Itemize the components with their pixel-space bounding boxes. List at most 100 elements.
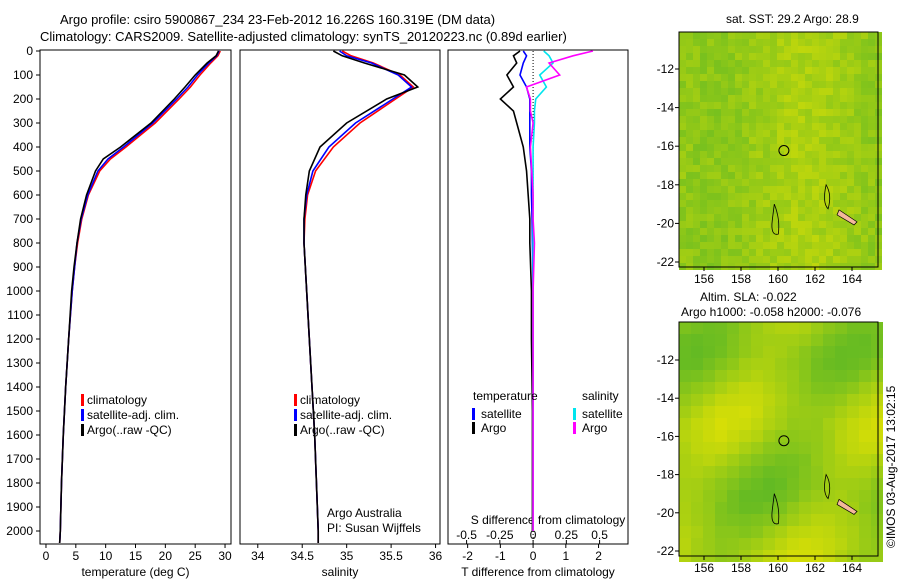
map-cell — [835, 370, 847, 382]
map-cell — [714, 158, 721, 165]
map-cell — [735, 46, 742, 53]
map-cell — [707, 242, 714, 249]
map-cell — [751, 466, 763, 478]
map-cell — [868, 221, 875, 228]
map-cell — [787, 370, 799, 382]
map-cell — [784, 256, 791, 263]
map-cell — [787, 514, 799, 526]
y-tick-label: 200 — [13, 92, 33, 106]
map-cell — [756, 256, 763, 263]
map-cell — [847, 221, 854, 228]
map-cell — [777, 158, 784, 165]
map-cell — [728, 200, 735, 207]
map-cell — [707, 221, 714, 228]
map-cell — [700, 179, 707, 186]
map-cell — [707, 249, 714, 256]
map-cell — [742, 116, 749, 123]
map-cell — [840, 151, 847, 158]
map-cell — [763, 109, 770, 116]
map-cell — [770, 74, 777, 81]
pi-text: PI: Susan Wijffels — [327, 521, 421, 535]
map-cell — [751, 322, 763, 334]
map-cell — [791, 165, 798, 172]
map-cell — [727, 322, 739, 334]
map-cell — [691, 394, 703, 406]
map-cell — [742, 186, 749, 193]
map-cell — [679, 74, 686, 81]
map-cell — [847, 322, 859, 334]
map-cell — [756, 46, 763, 53]
map-cell — [714, 242, 721, 249]
map-cell — [756, 102, 763, 109]
map-cell — [756, 81, 763, 88]
map-cell — [868, 109, 875, 116]
map-cell — [763, 179, 770, 186]
map-cell — [798, 46, 805, 53]
map-cell — [861, 32, 868, 39]
map-cell — [805, 165, 812, 172]
map-cell — [819, 249, 826, 256]
map-cell — [847, 514, 859, 526]
map-cell — [840, 172, 847, 179]
map-cell — [859, 358, 871, 370]
lon-tick-label: 162 — [805, 561, 825, 575]
x-axis-label: temperature (deg C) — [81, 565, 189, 579]
map-cell — [751, 430, 763, 442]
map-cell — [833, 74, 840, 81]
map-cell — [703, 322, 715, 334]
map-cell — [847, 53, 854, 60]
map-cell — [833, 186, 840, 193]
map-cell — [833, 32, 840, 39]
map-cell — [798, 88, 805, 95]
map-cell — [749, 207, 756, 214]
map-cell — [791, 249, 798, 256]
map-cell — [826, 74, 833, 81]
map-cell — [777, 95, 784, 102]
map-cell — [686, 179, 693, 186]
map-cell — [679, 214, 686, 221]
map-cell — [861, 200, 868, 207]
map-cell — [707, 53, 714, 60]
map-cell — [679, 221, 686, 228]
map-cell — [798, 74, 805, 81]
map-cell — [868, 172, 875, 179]
map-cell — [727, 418, 739, 430]
map-cell — [819, 123, 826, 130]
map-cell — [812, 214, 819, 221]
map-cell — [756, 39, 763, 46]
map-cell — [819, 81, 826, 88]
map-cell — [805, 214, 812, 221]
map-cell — [854, 137, 861, 144]
map-cell — [763, 53, 770, 60]
panel-frame-0 — [39, 49, 232, 545]
map-cell — [707, 88, 714, 95]
map-cell — [751, 526, 763, 538]
map-cell — [826, 221, 833, 228]
map-cell — [679, 32, 686, 39]
map-cell — [703, 538, 715, 550]
x-tick-label: 15 — [129, 549, 143, 563]
map-cell — [693, 39, 700, 46]
map-cell — [693, 81, 700, 88]
map-cell — [871, 334, 883, 346]
map-cell — [833, 165, 840, 172]
series-line-s-satellite — [532, 50, 555, 531]
map-cell — [714, 151, 721, 158]
map-cell — [854, 74, 861, 81]
map-cell — [784, 102, 791, 109]
map-cell — [847, 358, 859, 370]
map-cell — [847, 394, 859, 406]
map-cell — [805, 46, 812, 53]
map-cell — [791, 221, 798, 228]
map-cell — [707, 46, 714, 53]
map-cell — [703, 442, 715, 454]
map-cell — [784, 228, 791, 235]
map-cell — [861, 179, 868, 186]
map-cell — [693, 109, 700, 116]
map-cell — [751, 490, 763, 502]
map-cell — [749, 179, 756, 186]
map-cell — [742, 123, 749, 130]
map-cell — [826, 60, 833, 67]
map-cell — [819, 67, 826, 74]
map-cell — [721, 32, 728, 39]
